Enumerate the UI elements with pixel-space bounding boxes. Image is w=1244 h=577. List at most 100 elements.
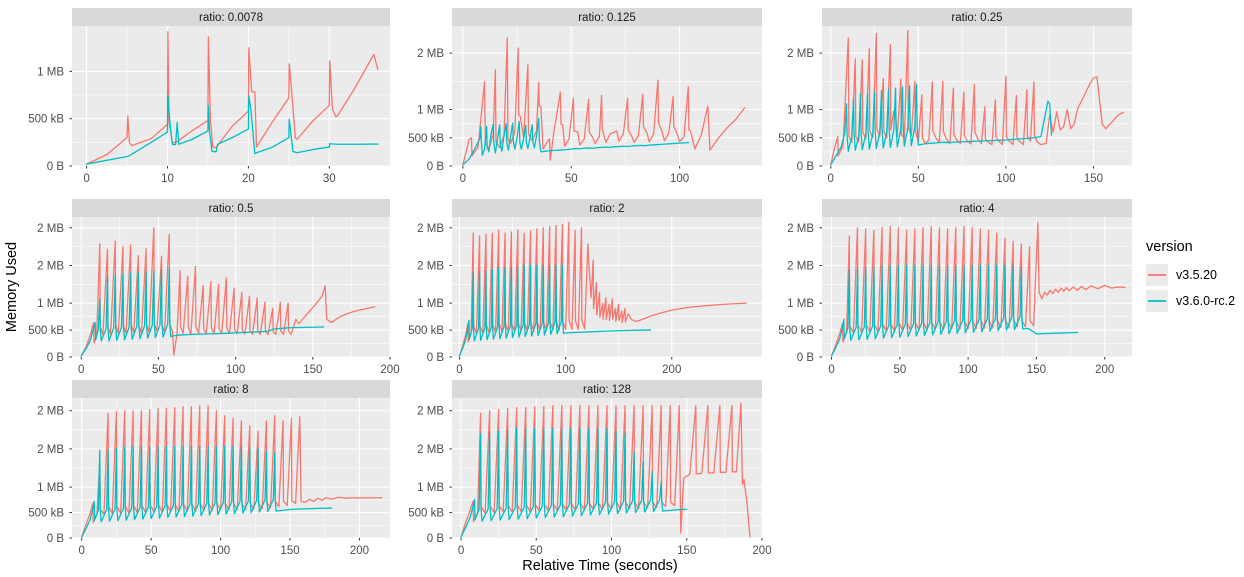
legend-entry-label: v3.6.0-rc.2 (1176, 294, 1235, 308)
x-tick-label: 200 (662, 364, 681, 376)
y-tick-label: 1 MB (37, 66, 64, 78)
x-tick-label: 0 (458, 545, 464, 557)
x-tick-label: 0 (456, 364, 462, 376)
x-tick-label: 100 (670, 173, 689, 185)
y-tick-label: 0 B (47, 161, 65, 173)
facet-strip (72, 199, 390, 217)
x-tick-label: 150 (677, 545, 696, 557)
x-tick-label: 0 (828, 173, 834, 185)
y-tick-label: 2 MB (417, 444, 444, 456)
y-tick-label: 500 kB (408, 133, 444, 145)
y-tick-label: 1 MB (37, 298, 64, 310)
x-tick-label: 100 (556, 364, 575, 376)
y-tick-label: 2 MB (417, 260, 444, 272)
y-tick-label: 500 kB (408, 325, 444, 337)
series-line (458, 264, 652, 357)
facet-strip-label: ratio: 0.25 (951, 12, 1002, 24)
y-tick-label: 0 B (47, 352, 65, 364)
y-tick-label: 2 MB (37, 223, 64, 235)
x-tick-label: 20 (242, 173, 255, 185)
series-line (81, 445, 333, 538)
y-tick-label: 2 MB (417, 48, 444, 60)
facet-strip-label: ratio: 0.5 (209, 203, 254, 215)
facet-strip (822, 199, 1132, 217)
facet-strip-label: ratio: 0.125 (578, 12, 636, 24)
facet-strip (72, 380, 390, 398)
facet-strip-label: ratio: 2 (589, 203, 624, 215)
y-tick-label: 2 MB (787, 48, 814, 60)
facet-panel: ratio: 128 0 B 500 kB 1 MB 2 MB 2 MB 0 50 100 150… (408, 380, 772, 557)
x-tick-label: 100 (602, 545, 621, 557)
y-tick-label: 500 kB (28, 325, 64, 337)
x-tick-label: 100 (211, 545, 230, 557)
x-tick-label: 50 (530, 545, 543, 557)
x-tick-label: 200 (380, 364, 399, 376)
facet-strip-label: ratio: 0.0078 (199, 12, 263, 24)
facet-strip (452, 199, 762, 217)
x-tick-label: 100 (226, 364, 245, 376)
x-tick-label: 0 (78, 364, 84, 376)
x-tick-label: 0 (83, 173, 89, 185)
x-tick-label: 50 (912, 173, 925, 185)
y-tick-label: 2 MB (787, 260, 814, 272)
y-tick-label: 0 B (427, 352, 445, 364)
series-line (460, 427, 688, 538)
x-tick-label: 10 (161, 173, 174, 185)
facet-strip (822, 8, 1132, 26)
series-line (830, 83, 1053, 166)
panel-background (72, 26, 390, 166)
y-tick-label: 2 MB (37, 260, 64, 272)
x-tick-label: 100 (959, 364, 978, 376)
series-line (85, 94, 379, 165)
x-tick-label: 0 (460, 173, 466, 185)
y-tick-label: 0 B (427, 161, 445, 173)
legend-entry-label: v3.5.20 (1176, 268, 1217, 282)
series-line (80, 268, 325, 357)
x-tick-label: 0 (828, 364, 834, 376)
x-tick-label: 100 (996, 173, 1015, 185)
y-axis-title: Memory Used (4, 242, 20, 332)
y-tick-label: 2 MB (37, 406, 64, 418)
facet-strip (72, 8, 390, 26)
y-tick-label: 500 kB (778, 325, 814, 337)
y-tick-label: 0 B (797, 352, 815, 364)
y-tick-label: 500 kB (28, 114, 64, 126)
facet-panel: ratio: 8 0 B 500 kB 1 MB 2 MB 2 MB 0 50 100 150 20… (28, 380, 390, 557)
y-tick-label: 2 MB (787, 223, 814, 235)
facet-strip (452, 380, 762, 398)
facet-strip-label: ratio: 4 (959, 203, 995, 215)
facet-panel: ratio: 0.25 0 B 500 kB 1 MB 2 MB 0 50 100 150 (778, 8, 1132, 185)
y-tick-label: 500 kB (28, 508, 64, 520)
series-line (830, 264, 1079, 357)
x-tick-label: 150 (1027, 364, 1046, 376)
y-tick-label: 1 MB (787, 298, 814, 310)
x-tick-label: 200 (350, 545, 369, 557)
y-tick-label: 500 kB (778, 133, 814, 145)
y-tick-label: 500 kB (408, 508, 444, 520)
x-tick-label: 150 (280, 545, 299, 557)
series-line (462, 117, 689, 166)
y-tick-label: 1 MB (37, 482, 64, 494)
x-tick-label: 0 (79, 545, 85, 557)
y-tick-label: 1 MB (787, 105, 814, 117)
legend: version v3.5.20 v3.6.0-rc.2 (1146, 239, 1235, 312)
facet-panel: ratio: 4 0 B 500 kB 1 MB 2 MB 2 MB 0 50 100 150 20… (778, 199, 1132, 376)
y-tick-label: 1 MB (417, 105, 444, 117)
x-tick-label: 150 (303, 364, 322, 376)
x-tick-label: 50 (565, 173, 578, 185)
y-tick-label: 0 B (47, 533, 65, 545)
y-tick-label: 0 B (797, 161, 815, 173)
facet-panel: ratio: 0.5 0 B 500 kB 1 MB 2 MB 2 MB 0 50 100 150… (28, 199, 400, 376)
x-tick-label: 150 (1084, 173, 1103, 185)
y-tick-label: 2 MB (417, 406, 444, 418)
facet-strip-label: ratio: 8 (213, 384, 248, 396)
x-tick-label: 50 (145, 545, 158, 557)
x-tick-label: 50 (893, 364, 906, 376)
x-tick-label: 30 (323, 173, 336, 185)
y-tick-label: 2 MB (37, 444, 64, 456)
legend-title: version (1146, 239, 1193, 255)
x-tick-label: 200 (752, 545, 771, 557)
facet-panel: ratio: 0.125 0 B 500 kB 1 MB 2 MB 0 50 100 (408, 8, 762, 185)
